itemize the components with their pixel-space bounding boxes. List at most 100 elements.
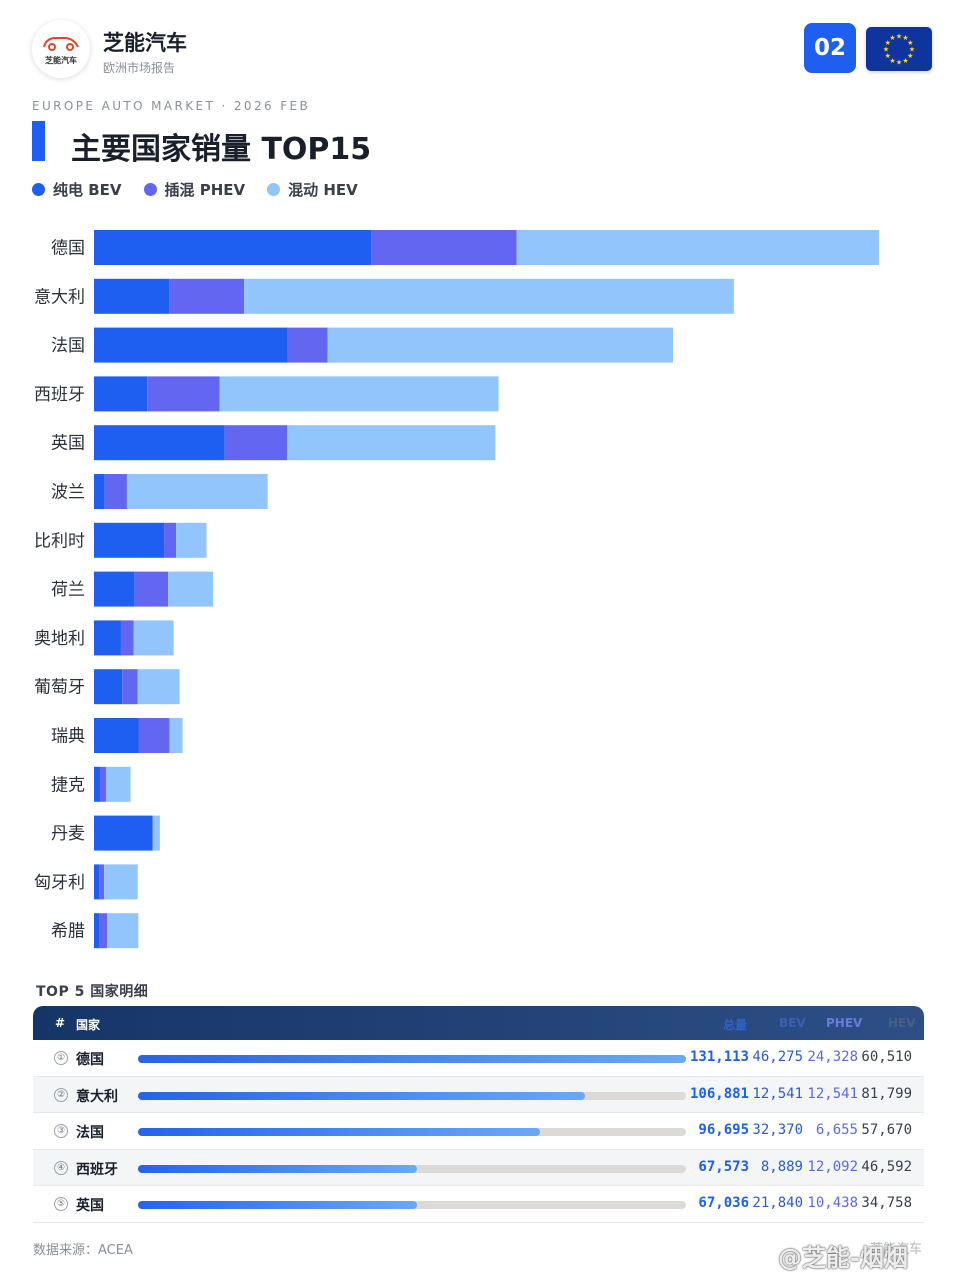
total-value: 131,113: [689, 1049, 749, 1065]
watermark: @芝能-烟烟: [778, 1244, 908, 1272]
phev-value: 6,655: [815, 1122, 858, 1139]
eu-star-icon: ★: [889, 57, 895, 65]
category-label: 波兰: [51, 483, 85, 503]
table-row: ② 意大利 106,881 12,541 12,541 81,799: [33, 1076, 924, 1114]
eu-star-icon: ★: [896, 59, 902, 67]
eu-star-icon: ★: [909, 46, 915, 54]
bar-segment: [138, 718, 170, 753]
table-row: ⑤ 英国 67,036 21,840 10,438 34,758: [33, 1186, 924, 1223]
header-total: 总量: [723, 1018, 748, 1032]
rank-badge: ④: [54, 1160, 68, 1175]
rank-badge: ③: [54, 1124, 68, 1139]
table-row: ④ 西班牙 67,573 8,889 12,092 46,592: [33, 1149, 924, 1187]
bar-segment: [164, 522, 177, 558]
category-label: 荷兰: [51, 580, 85, 600]
footer-brand: 芝能汽车: [870, 1242, 923, 1257]
country-name: 意大利: [76, 1088, 118, 1105]
bar-segment: [327, 327, 673, 363]
category-label: 奥地利: [34, 629, 85, 649]
top5-table: # 国家 总量 BEV PHEV HEV ① 德国 131,113 46,275…: [33, 1006, 924, 1223]
car-icon: [43, 37, 79, 51]
table-row: ③ 法国 96,695 32,370 6,655 57,670: [33, 1113, 924, 1150]
bar-segment: [94, 913, 100, 949]
category-label: 丹麦: [51, 824, 85, 844]
bar-segment: [176, 522, 207, 558]
total-value: 96,695: [698, 1122, 749, 1139]
country-name: 英国: [76, 1198, 104, 1215]
legend-dot: [267, 182, 281, 196]
eyebrow: EUROPE AUTO MARKET · 2026 FEB: [32, 99, 311, 113]
total-value: 67,036: [698, 1195, 749, 1212]
bar-segment: [94, 522, 165, 558]
table-title: TOP 5 国家明细: [36, 984, 149, 1000]
share-bar-fill: [138, 1164, 417, 1173]
bar-segment: [219, 376, 499, 412]
legend-item-phev: 插混 PHEV: [143, 179, 246, 200]
bar-segment: [516, 230, 879, 265]
share-bar-fill: [138, 1128, 540, 1137]
country-name: 德国: [76, 1052, 104, 1068]
category-label: 瑞典: [51, 727, 85, 747]
bar-segment: [133, 620, 174, 656]
page-title: 主要国家销量 TOP15: [71, 132, 372, 167]
total-value: 67,573: [698, 1158, 749, 1175]
chart-legend: 纯电 BEV 插混 PHEV 混动 HEV: [32, 178, 380, 200]
bar-segment: [94, 230, 372, 265]
brand-name: 芝能汽车: [103, 31, 187, 55]
bar-segment: [94, 425, 225, 461]
bar-segment: [168, 571, 214, 607]
eu-star-icon: ★: [883, 46, 889, 54]
phev-value: 12,541: [807, 1085, 858, 1102]
eu-star-icon: ★: [885, 39, 891, 47]
bev-value: 46,275: [752, 1049, 803, 1065]
hev-value: 57,670: [861, 1122, 912, 1139]
bar-segment: [122, 669, 138, 705]
brand-logo: 芝能汽车: [32, 20, 90, 78]
country-name: 法国: [76, 1125, 104, 1142]
category-label: 捷克: [51, 775, 85, 795]
share-bar-track: [138, 1164, 686, 1173]
share-bar-track: [138, 1201, 686, 1210]
bar-segment: [126, 474, 268, 509]
legend-label: 插混 PHEV: [164, 180, 246, 199]
header-bev: BEV: [779, 1016, 806, 1030]
bar-segment: [107, 913, 139, 949]
bar-segment: [94, 669, 123, 705]
phev-value: 10,438: [807, 1195, 858, 1212]
bar-segment: [94, 620, 121, 656]
hev-value: 46,592: [861, 1158, 912, 1175]
bar-segment: [134, 571, 169, 607]
brand-subtitle: 欧洲市场报告: [103, 61, 176, 75]
share-bar-track: [138, 1128, 686, 1137]
bar-segment: [94, 864, 100, 900]
legend-item-hev: 混动 HEV: [267, 179, 358, 200]
bev-value: 32,370: [752, 1122, 803, 1139]
bar-segment: [99, 913, 108, 949]
eu-star-icon: ★: [885, 52, 891, 60]
legend-label: 纯电 BEV: [53, 180, 122, 199]
category-label: 德国: [51, 239, 85, 259]
header-hev: HEV: [888, 1016, 916, 1030]
share-bar-fill: [138, 1091, 585, 1100]
share-bar-fill: [138, 1055, 686, 1063]
bar-segment: [94, 474, 105, 509]
phev-value: 12,092: [807, 1158, 858, 1175]
bev-value: 21,840: [752, 1195, 803, 1212]
category-label: 匈牙利: [34, 873, 85, 893]
bev-value: 8,889: [760, 1158, 803, 1175]
eu-flag-icon: ★ ★ ★ ★ ★ ★ ★ ★ ★ ★ ★ ★: [866, 27, 932, 71]
header-num: #: [55, 1016, 66, 1030]
bar-segment: [287, 425, 496, 461]
eu-star-icon: ★: [907, 52, 913, 60]
legend-dot: [32, 182, 45, 196]
total-value: 106,881: [689, 1085, 749, 1102]
category-label: 意大利: [34, 287, 85, 307]
eu-star-icon: ★: [902, 34, 908, 42]
rank-badge: ⑤: [54, 1197, 68, 1212]
page-number-badge: 02: [804, 23, 856, 73]
bar-segment: [94, 327, 288, 363]
legend-item-bev: 纯电 BEV: [32, 179, 122, 200]
category-label: 比利时: [34, 531, 85, 551]
bar-segment: [105, 766, 131, 802]
category-label: 西班牙: [34, 385, 85, 405]
